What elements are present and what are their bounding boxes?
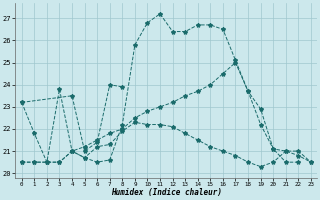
X-axis label: Humidex (Indice chaleur): Humidex (Indice chaleur) bbox=[111, 188, 222, 197]
